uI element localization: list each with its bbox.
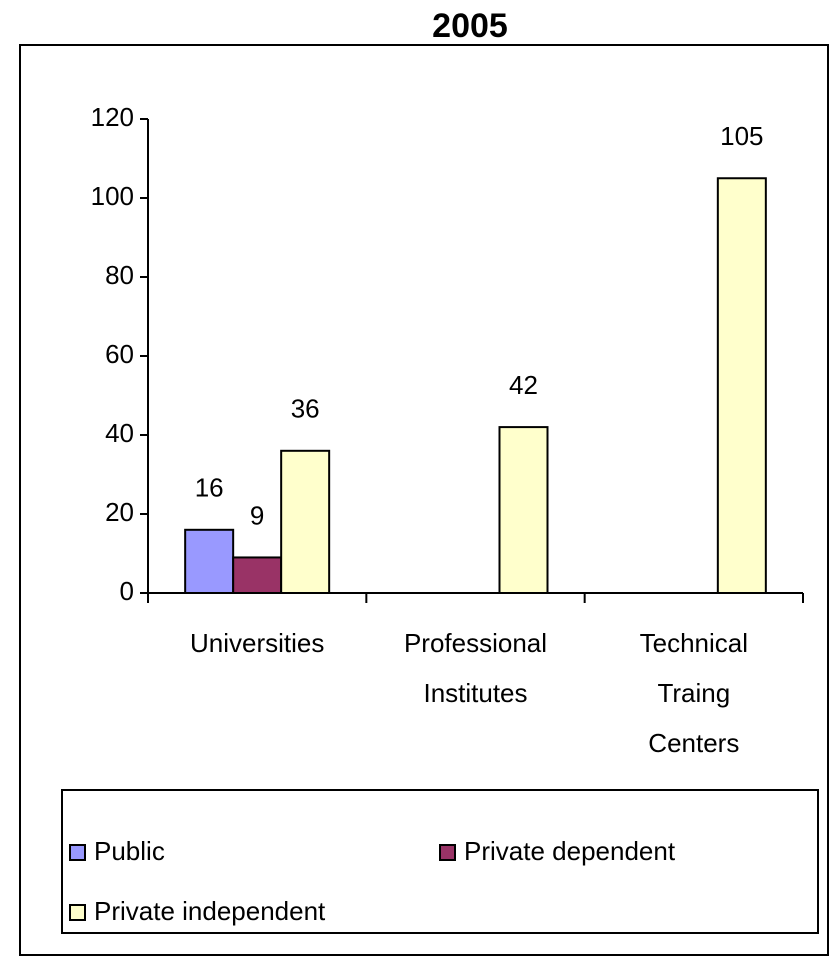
legend-label: Private dependent	[464, 836, 676, 866]
bar	[498, 426, 549, 594]
x-tick-label: Technical Traing Centers	[640, 628, 748, 758]
chart-title: 2005	[432, 7, 508, 45]
x-tick-label: Universities	[190, 628, 324, 658]
bar	[280, 449, 331, 594]
bar	[716, 177, 767, 594]
y-tick-label: 0	[120, 576, 134, 606]
x-tick-label: Professional Institutes	[404, 628, 547, 708]
bar	[232, 556, 283, 595]
data-label: 9	[250, 500, 264, 530]
legend-box	[61, 789, 819, 934]
legend-swatch	[69, 844, 86, 861]
legend-label: Public	[94, 836, 165, 866]
y-tick-label: 60	[105, 339, 134, 369]
legend-swatch	[439, 844, 456, 861]
bar	[184, 528, 235, 594]
data-label: 42	[509, 370, 538, 400]
data-label: 16	[195, 473, 224, 503]
legend-swatch	[69, 904, 86, 921]
y-tick-label: 20	[105, 497, 134, 527]
data-label: 36	[291, 394, 320, 424]
y-tick-label: 100	[91, 181, 134, 211]
data-label: 105	[720, 121, 763, 151]
y-tick-label: 120	[91, 102, 134, 132]
y-tick-label: 40	[105, 418, 134, 448]
legend-label: Private independent	[94, 896, 326, 926]
y-tick-label: 80	[105, 260, 134, 290]
